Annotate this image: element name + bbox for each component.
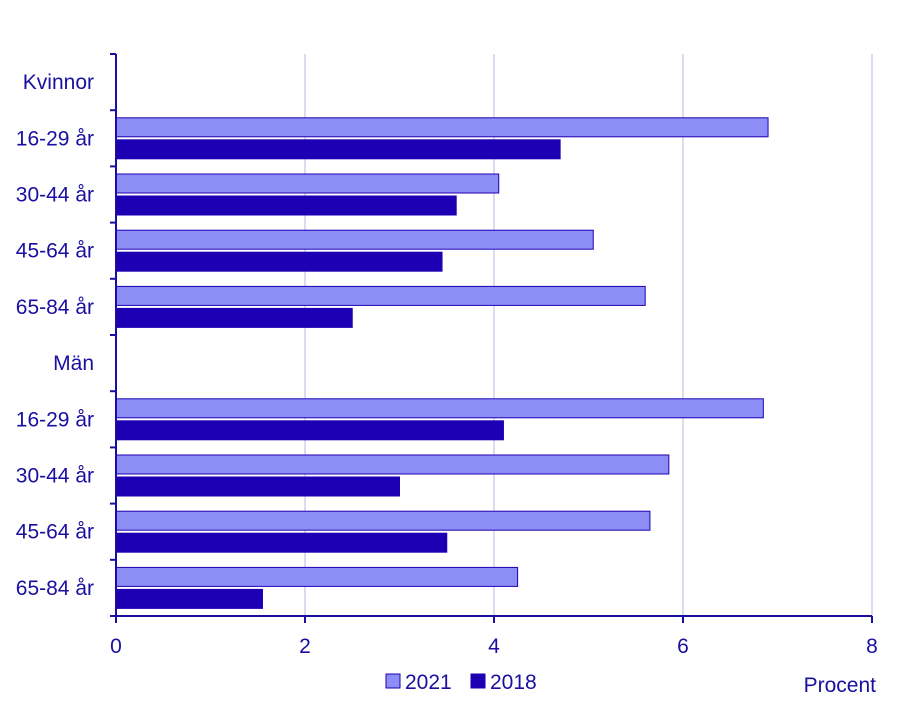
- x-tick-label: 8: [866, 635, 878, 658]
- bar-2018-row-9: [115, 588, 263, 609]
- bar-2021-row-2: [115, 173, 500, 194]
- bars: [115, 117, 769, 609]
- bar-2018-row-4: [115, 307, 353, 328]
- bar-2021-row-4: [115, 285, 646, 306]
- bar-2021-row-8: [115, 510, 651, 531]
- legend-label-2021: 2021: [405, 671, 452, 694]
- bar-2018-row-2: [115, 195, 457, 216]
- category-label: 30-44 år: [16, 465, 94, 488]
- category-label: Män: [53, 352, 94, 375]
- category-label: 45-64 år: [16, 240, 94, 263]
- category-label: 65-84 år: [16, 296, 94, 319]
- bar-2018-row-6: [115, 420, 504, 441]
- category-label: 65-84 år: [16, 577, 94, 600]
- bar-2021-row-9: [115, 566, 519, 587]
- x-tick-label: 4: [488, 635, 500, 658]
- bar-2018-row-7: [115, 476, 400, 497]
- x-axis-title: Procent: [804, 674, 877, 697]
- legend-swatch-2021: [385, 673, 401, 689]
- category-label: 16-29 år: [16, 408, 94, 431]
- grid-lines: [304, 54, 873, 616]
- category-label: 16-29 år: [16, 127, 94, 150]
- bar-2018-row-1: [115, 139, 561, 160]
- x-tick-label: 6: [677, 635, 689, 658]
- axes: [110, 53, 873, 623]
- category-labels: Kvinnor 16-29 år 30-44 år 45-64 år 65-84 år M…: [16, 71, 94, 600]
- bar-2021-row-7: [115, 454, 670, 475]
- category-label: 45-64 år: [16, 521, 94, 544]
- legend: 2021 2018: [385, 671, 537, 694]
- category-label: 30-44 år: [16, 184, 94, 207]
- legend-swatch-2018: [470, 673, 486, 689]
- x-tick-label: 0: [110, 635, 122, 658]
- category-label: Kvinnor: [23, 71, 94, 94]
- x-tick-labels: 0 2 4 6 8: [110, 635, 878, 658]
- bar-2021-row-1: [115, 117, 769, 138]
- x-tick-label: 2: [299, 635, 311, 658]
- bar-2021-row-3: [115, 229, 594, 250]
- legend-label-2018: 2018: [490, 671, 537, 694]
- bar-2018-row-3: [115, 251, 443, 272]
- bar-2021-row-6: [115, 398, 764, 419]
- bar-2018-row-8: [115, 532, 448, 553]
